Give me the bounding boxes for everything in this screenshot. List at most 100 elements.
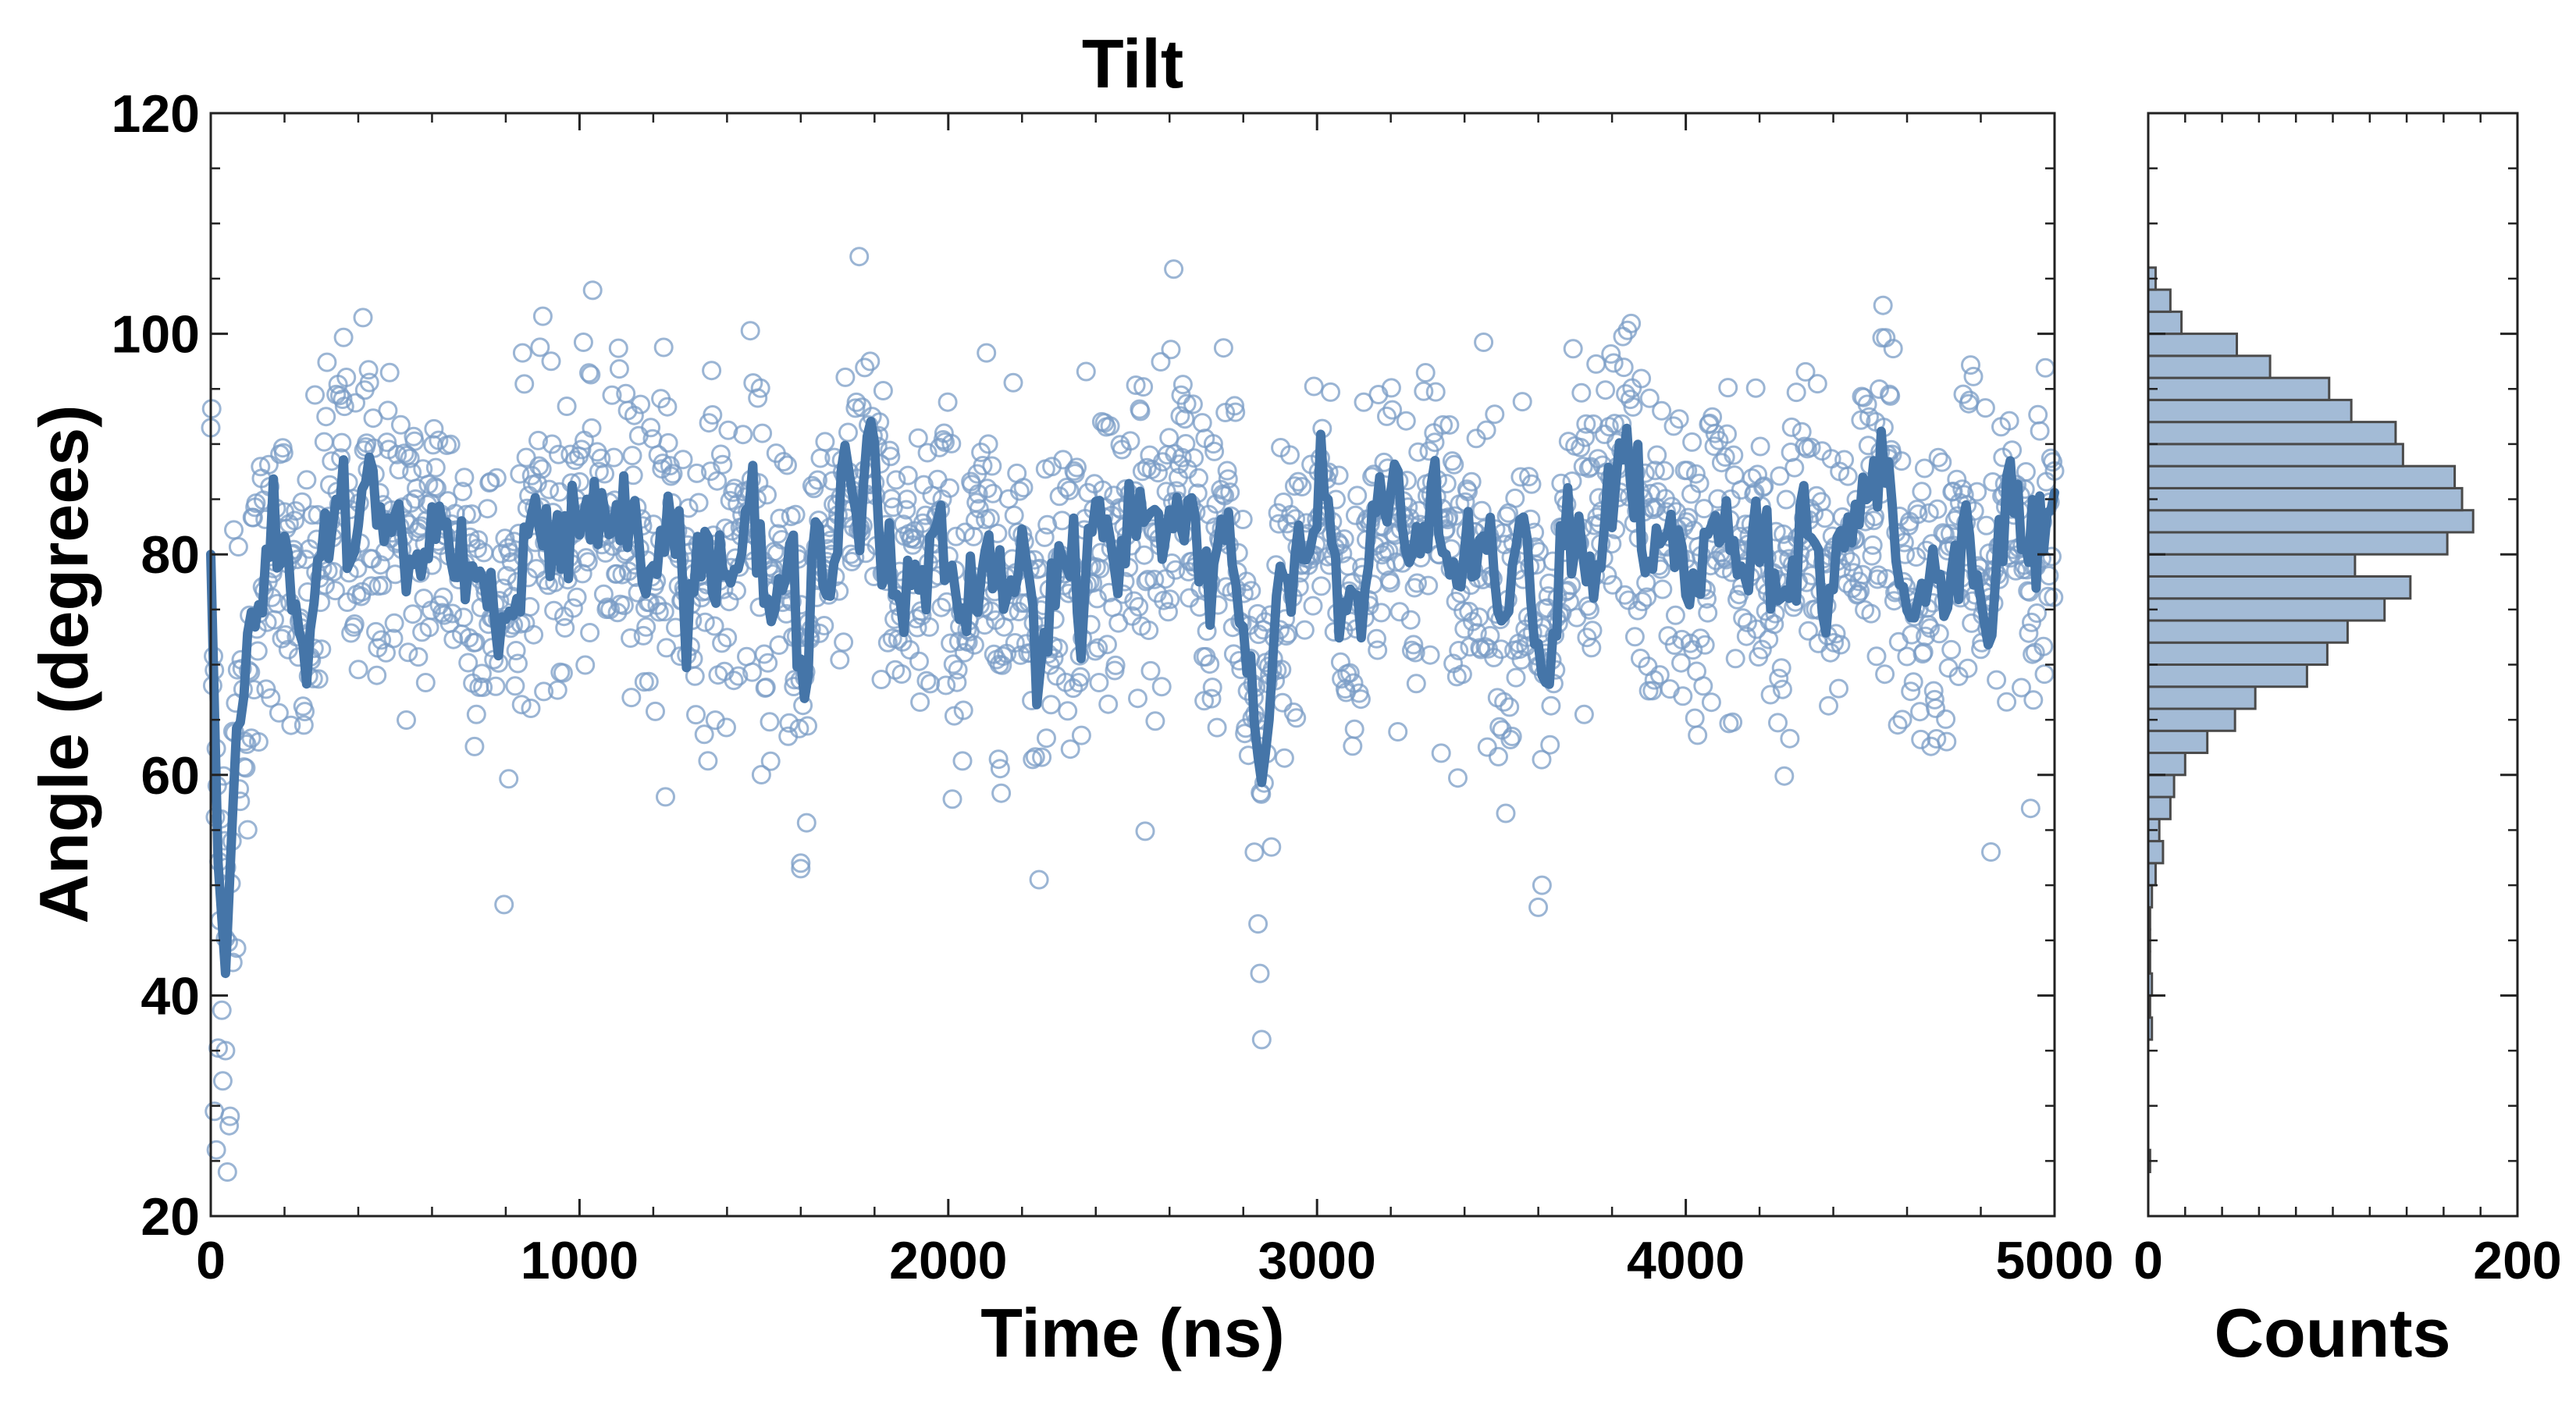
scatter-point — [248, 732, 269, 752]
scatter-point — [508, 653, 528, 674]
scatter-point — [1013, 478, 1034, 498]
scatter-point — [1723, 712, 1743, 732]
scatter-point — [370, 555, 390, 575]
scatter-point — [397, 710, 416, 730]
scatter-point — [1927, 729, 1947, 749]
scatter-point — [595, 464, 614, 484]
scatter-point — [458, 653, 479, 673]
scatter-point — [1070, 667, 1091, 687]
scatter-point — [1771, 658, 1791, 678]
scatter-point — [1067, 457, 1087, 478]
running-average-line — [206, 417, 2059, 979]
scatter-point — [1644, 670, 1664, 690]
scatter-point — [1176, 434, 1196, 454]
scatter-point — [332, 432, 352, 453]
scatter-point — [1914, 458, 1934, 478]
scatter-point — [846, 392, 866, 412]
scatter-point — [663, 464, 683, 484]
scatter-point — [952, 751, 973, 771]
scatter-point — [1218, 469, 1238, 489]
scatter-point — [243, 507, 263, 528]
scatter-point — [1649, 665, 1670, 685]
scatter-point — [834, 632, 854, 653]
scatter-point — [751, 765, 771, 784]
scatter-point — [624, 405, 644, 425]
scatter-point — [1774, 766, 1795, 786]
scatter-point — [990, 759, 1010, 779]
scatter-point — [408, 647, 429, 667]
scatter-point — [1639, 388, 1660, 408]
histogram-bar — [2147, 774, 2176, 799]
x-tick-label: 2000 — [889, 1231, 1007, 1290]
scatter-point — [1140, 660, 1161, 681]
scatter-point — [1936, 709, 1956, 729]
scatter-point — [1621, 313, 1642, 333]
scatter-point — [379, 362, 400, 382]
scatter-point — [1862, 546, 1882, 566]
scatter-point — [269, 702, 289, 723]
scatter-point — [464, 736, 485, 756]
scatter-point — [1678, 507, 1699, 528]
scatter-point — [1057, 478, 1076, 497]
scatter-point — [1645, 461, 1665, 481]
scatter-point — [258, 454, 279, 475]
scatter-point — [758, 653, 778, 673]
scatter-point — [1491, 639, 1511, 660]
scatter-point — [982, 456, 1002, 476]
scatter-point — [292, 492, 312, 512]
scatter-point — [1880, 386, 1901, 406]
scatter-point — [529, 456, 550, 476]
scatter-point — [1563, 339, 1583, 359]
scatter-point — [838, 422, 858, 443]
scatter-point — [581, 365, 601, 385]
histogram-bar — [2147, 619, 2349, 644]
scatter-point — [212, 1071, 233, 1091]
scatter-point — [1477, 737, 1497, 757]
scatter-point — [1660, 679, 1680, 699]
scatter-point — [1863, 535, 1883, 555]
scatter-point — [1170, 406, 1190, 426]
scatter-point — [353, 308, 373, 328]
histogram-x-ticks: 0 200 — [2133, 113, 2562, 1290]
scatter-point — [646, 701, 665, 721]
scatter-point — [1130, 401, 1151, 422]
scatter-point — [1857, 394, 1877, 414]
scatter-point — [1415, 363, 1436, 382]
scatter-point — [1274, 748, 1294, 768]
scatter-point — [1870, 379, 1889, 399]
scatter-point — [1521, 474, 1542, 494]
scatter-point — [1458, 482, 1478, 502]
scatter-point — [1005, 633, 1025, 653]
scatter-point — [1601, 344, 1621, 364]
scatter-point — [860, 351, 881, 372]
histogram-bar — [2147, 840, 2165, 865]
scatter-point — [1631, 368, 1652, 389]
scatter-point — [500, 542, 520, 563]
scatter-point — [317, 352, 337, 372]
scatter-point — [964, 635, 984, 655]
scatter-point — [631, 394, 651, 414]
scatter-point — [1060, 739, 1080, 759]
scatter-point — [1474, 333, 1494, 352]
scatter-point — [1009, 481, 1030, 501]
scatter-point — [1752, 639, 1772, 660]
scatter-point — [656, 787, 675, 807]
histogram-bar — [2147, 354, 2272, 379]
scatter-point — [1284, 476, 1304, 496]
scatter-point — [1425, 382, 1446, 402]
scatter-point — [1541, 695, 1561, 716]
scatter-point — [1304, 376, 1324, 397]
scatter-point — [582, 418, 602, 438]
hist-x-tick-label: 200 — [2473, 1231, 2561, 1290]
scatter-point — [1829, 678, 1848, 699]
scatter-point — [1489, 717, 1510, 737]
scatter-point — [1901, 681, 1921, 702]
histogram-bar — [2147, 398, 2353, 424]
scatter-point — [1207, 717, 1227, 738]
scatter-point — [219, 1115, 240, 1136]
scatter-point — [1725, 649, 1745, 669]
scatter-point — [622, 446, 642, 466]
scatter-point — [1160, 589, 1180, 610]
scatter-point — [1715, 447, 1735, 467]
scatter-point — [1953, 384, 1973, 404]
